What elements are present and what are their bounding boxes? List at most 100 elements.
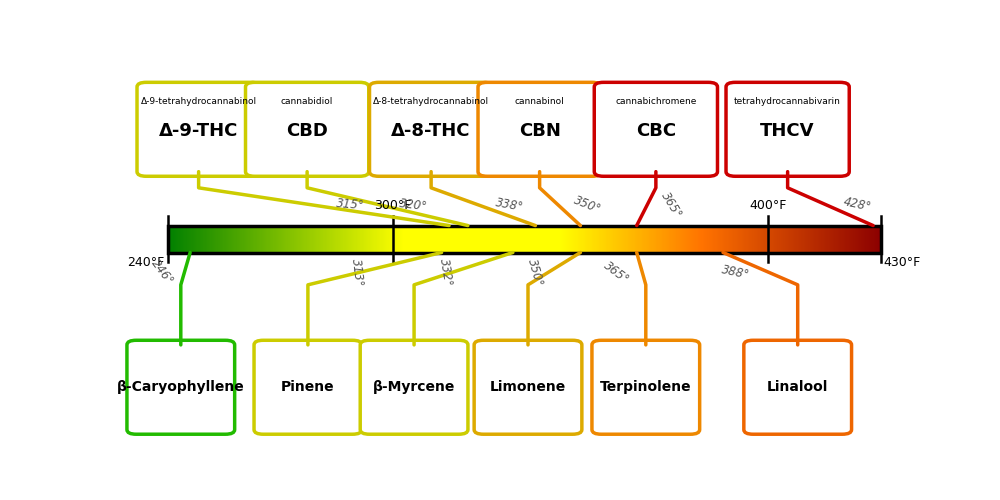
Bar — [343, 226, 345, 252]
Bar — [351, 226, 352, 252]
Bar — [304, 226, 305, 252]
Bar — [409, 226, 410, 252]
Bar — [503, 226, 504, 252]
Bar — [168, 226, 881, 252]
Bar — [510, 226, 511, 252]
Bar — [229, 226, 231, 252]
Bar — [345, 226, 346, 252]
Bar — [373, 226, 374, 252]
Bar — [294, 226, 295, 252]
Bar — [248, 226, 250, 252]
Bar — [372, 226, 373, 252]
Bar — [692, 226, 693, 252]
Bar — [420, 226, 421, 252]
Bar — [286, 226, 288, 252]
Bar — [846, 226, 847, 252]
Bar — [216, 226, 218, 252]
Bar — [323, 226, 324, 252]
Bar — [827, 226, 828, 252]
Bar — [494, 226, 496, 252]
Bar — [869, 226, 870, 252]
Bar — [862, 226, 863, 252]
Bar — [271, 226, 272, 252]
Bar — [601, 226, 603, 252]
Bar — [603, 226, 604, 252]
Bar — [530, 226, 531, 252]
Bar — [793, 226, 794, 252]
Text: 313°: 313° — [349, 258, 365, 288]
Bar — [554, 226, 555, 252]
Bar — [464, 226, 465, 252]
Bar — [698, 226, 699, 252]
Bar — [222, 226, 223, 252]
Bar — [649, 226, 650, 252]
Bar — [314, 226, 315, 252]
Bar — [441, 226, 442, 252]
Bar — [250, 226, 251, 252]
Bar — [182, 226, 183, 252]
Bar — [319, 226, 320, 252]
Bar — [752, 226, 753, 252]
Bar — [472, 226, 473, 252]
Bar — [303, 226, 304, 252]
Bar — [693, 226, 694, 252]
Bar — [641, 226, 642, 252]
Bar — [320, 226, 321, 252]
Bar — [477, 226, 478, 252]
Bar — [500, 226, 502, 252]
Bar — [738, 226, 739, 252]
Bar — [377, 226, 378, 252]
Bar — [411, 226, 412, 252]
Bar — [586, 226, 587, 252]
Bar — [624, 226, 625, 252]
Text: 350°: 350° — [572, 194, 603, 216]
Bar — [671, 226, 673, 252]
Bar — [620, 226, 622, 252]
Bar — [581, 226, 582, 252]
Bar — [507, 226, 509, 252]
Bar — [184, 226, 185, 252]
Bar — [199, 226, 200, 252]
FancyBboxPatch shape — [246, 82, 369, 176]
Text: β-Myrcene: β-Myrcene — [373, 380, 455, 394]
Bar — [879, 226, 881, 252]
Bar — [540, 226, 541, 252]
Text: 240°F: 240°F — [127, 256, 165, 270]
Bar — [425, 226, 427, 252]
Bar — [300, 226, 301, 252]
Bar — [790, 226, 792, 252]
Text: Δ-8-tetrahydrocannabinol: Δ-8-tetrahydrocannabinol — [373, 96, 489, 106]
Bar — [856, 226, 857, 252]
Bar — [809, 226, 811, 252]
Bar — [379, 226, 380, 252]
Bar — [210, 226, 212, 252]
Bar — [734, 226, 736, 252]
FancyBboxPatch shape — [594, 82, 717, 176]
Text: cannabichromene: cannabichromene — [615, 96, 697, 106]
Bar — [591, 226, 592, 252]
Bar — [811, 226, 812, 252]
Bar — [565, 226, 566, 252]
Bar — [316, 226, 317, 252]
Bar — [391, 226, 392, 252]
Bar — [844, 226, 845, 252]
Bar — [835, 226, 837, 252]
Bar — [680, 226, 681, 252]
Bar — [849, 226, 850, 252]
Bar — [485, 226, 486, 252]
Bar — [484, 226, 485, 252]
Bar — [787, 226, 788, 252]
Text: 350°: 350° — [525, 257, 545, 288]
Bar — [505, 226, 506, 252]
FancyBboxPatch shape — [360, 340, 468, 434]
Bar — [422, 226, 423, 252]
Bar — [771, 226, 772, 252]
Bar — [266, 226, 267, 252]
Bar — [593, 226, 594, 252]
Bar — [689, 226, 690, 252]
Bar — [878, 226, 879, 252]
Bar — [273, 226, 275, 252]
Bar — [363, 226, 364, 252]
Bar — [453, 226, 454, 252]
Bar — [430, 226, 431, 252]
